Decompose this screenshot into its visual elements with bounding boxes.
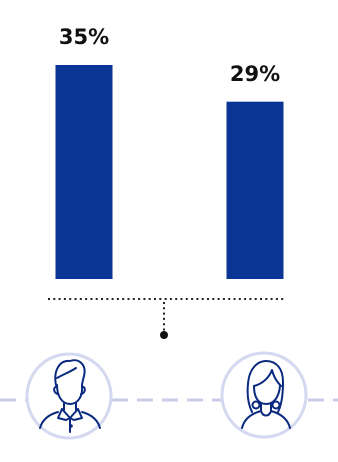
female-avatar-icon (220, 351, 308, 439)
bars-layer (55, 65, 284, 279)
bar-male (55, 65, 113, 279)
male-avatar-icon (25, 352, 113, 440)
bar-value-label-male: 35% (58, 25, 110, 49)
bar-female (226, 101, 284, 279)
bar-value-label-female: 29% (229, 61, 281, 86)
connector-dot (160, 331, 168, 339)
